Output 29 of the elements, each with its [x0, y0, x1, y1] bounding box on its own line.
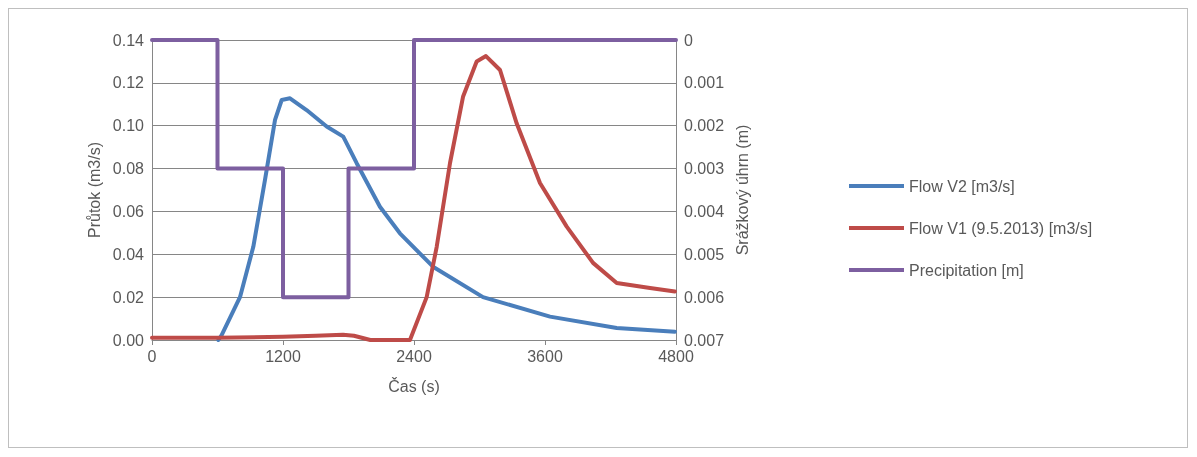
y-tick-label: 0.00 — [112, 331, 145, 349]
x-tick-label: 4800 — [658, 347, 694, 365]
x-tick-label: 3600 — [527, 347, 563, 365]
y2-tick-label: 0.006 — [684, 288, 725, 306]
y2-tick-label: 0.004 — [684, 202, 725, 220]
y-axis-title: Průtok (m3/s) — [85, 141, 103, 239]
legend-label: Flow V2 [m3/s] — [909, 177, 1015, 195]
y-tick-label: 0.02 — [112, 288, 145, 306]
y2-tick-label: 0.001 — [684, 74, 725, 92]
x-tick-label: 1200 — [265, 347, 301, 365]
y2-tick-label: 0.003 — [684, 160, 725, 178]
x-tick-label: 2400 — [396, 347, 432, 365]
legend-label: Flow V1 (9.5.2013) [m3/s] — [909, 219, 1093, 237]
line-series — [150, 54, 677, 342]
y-tick-label: 0.10 — [112, 117, 145, 135]
legend-label: Precipitation [m] — [909, 261, 1024, 279]
y2-axis-title: Srážkový úhrn (m) — [733, 124, 751, 256]
x-tick-label: 0 — [147, 347, 157, 365]
y-tick-label: 0.12 — [112, 74, 145, 92]
x-axis-title: Čas (s) — [388, 376, 440, 395]
y2-tick-label: 0 — [684, 31, 693, 49]
y2-tick-label: 0.007 — [684, 331, 725, 349]
y-tick-label: 0.06 — [112, 202, 145, 220]
y-tick-label: 0.08 — [112, 160, 145, 178]
line-series — [216, 96, 677, 342]
y2-tick-label: 0.005 — [684, 245, 725, 263]
y2-tick-label: 0.002 — [684, 117, 725, 135]
y-tick-label: 0.14 — [112, 31, 145, 49]
y-tick-label: 0.04 — [112, 245, 145, 263]
